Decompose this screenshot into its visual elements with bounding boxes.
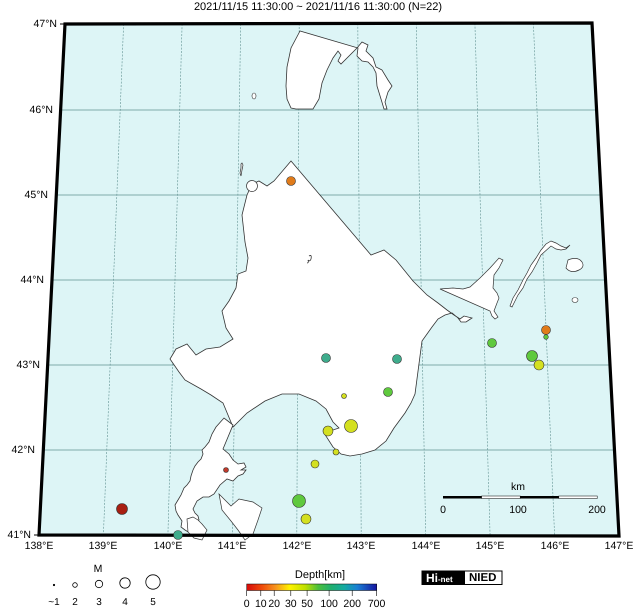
svg-text:M: M bbox=[94, 563, 103, 575]
svg-text:200: 200 bbox=[343, 598, 361, 610]
svg-text:2021/11/15 11:30:00 ~ 2021/11/: 2021/11/15 11:30:00 ~ 2021/11/16 11:30:0… bbox=[194, 1, 442, 13]
svg-text:0: 0 bbox=[440, 504, 446, 516]
svg-text:141°E: 141°E bbox=[218, 540, 247, 552]
svg-text:~1: ~1 bbox=[48, 597, 60, 608]
svg-text:200: 200 bbox=[588, 504, 606, 516]
svg-text:30: 30 bbox=[285, 598, 297, 610]
svg-text:20: 20 bbox=[268, 598, 280, 610]
svg-text:146°E: 146°E bbox=[541, 540, 570, 552]
svg-text:Depth[km]: Depth[km] bbox=[295, 569, 345, 581]
svg-text:140°E: 140°E bbox=[154, 540, 183, 552]
svg-text:42°N: 42°N bbox=[12, 444, 35, 456]
svg-text:144°E: 144°E bbox=[412, 540, 441, 552]
svg-text:10: 10 bbox=[255, 598, 267, 610]
svg-text:145°E: 145°E bbox=[476, 540, 505, 552]
svg-text:46°N: 46°N bbox=[30, 104, 53, 116]
svg-text:43°N: 43°N bbox=[17, 359, 40, 371]
svg-text:45°N: 45°N bbox=[25, 189, 48, 201]
svg-text:5: 5 bbox=[150, 597, 156, 608]
svg-text:147°E: 147°E bbox=[605, 540, 634, 552]
svg-text:3: 3 bbox=[96, 597, 102, 608]
svg-text:2: 2 bbox=[72, 597, 78, 608]
svg-text:700: 700 bbox=[368, 598, 386, 610]
svg-text:47°N: 47°N bbox=[34, 18, 57, 30]
svg-text:100: 100 bbox=[320, 598, 338, 610]
svg-text:4: 4 bbox=[122, 597, 128, 608]
svg-text:44°N: 44°N bbox=[21, 274, 44, 286]
svg-text:0: 0 bbox=[244, 598, 250, 610]
svg-text:100: 100 bbox=[509, 504, 527, 516]
svg-text:km: km bbox=[511, 481, 525, 493]
svg-text:138°E: 138°E bbox=[25, 540, 54, 552]
svg-text:50: 50 bbox=[301, 598, 313, 610]
svg-text:139°E: 139°E bbox=[89, 540, 118, 552]
svg-text:143°E: 143°E bbox=[347, 540, 376, 552]
svg-text:142°E: 142°E bbox=[283, 540, 312, 552]
